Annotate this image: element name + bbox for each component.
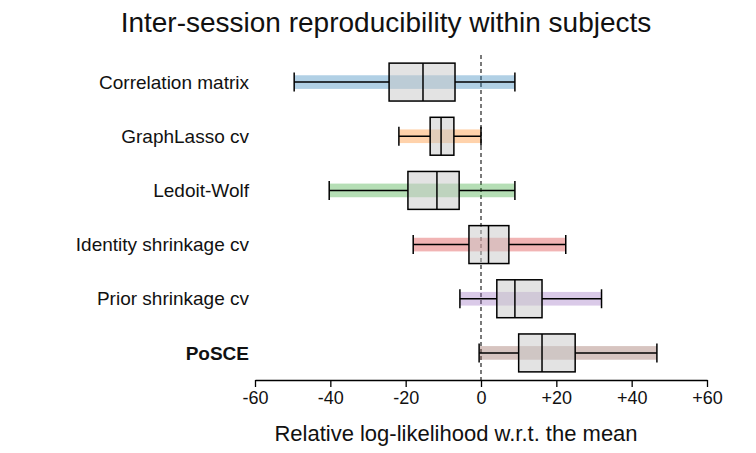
tick-mark — [406, 380, 407, 387]
box — [294, 63, 515, 101]
category-label: GraphLasso cv — [121, 126, 249, 147]
median — [436, 171, 438, 209]
whisker-cap-low — [328, 181, 330, 200]
box-body — [497, 280, 542, 318]
whisker-cap-low — [412, 235, 414, 254]
tick-label: 0 — [476, 388, 486, 408]
title: Inter-session reproducibility within sub… — [121, 7, 652, 38]
tick-mark — [481, 380, 482, 387]
box-body — [389, 63, 455, 101]
tick-mark — [632, 380, 633, 387]
tick-label: +20 — [542, 388, 573, 408]
whisker-high — [459, 190, 515, 192]
whisker-high — [542, 298, 602, 300]
box — [399, 117, 481, 155]
whisker-cap-high — [480, 127, 482, 146]
box-body — [469, 226, 509, 264]
tick-label: -60 — [242, 388, 268, 408]
tick: +40 — [617, 380, 648, 408]
tick: +60 — [692, 380, 723, 408]
tick-mark — [707, 380, 708, 387]
tick-label: +40 — [617, 388, 648, 408]
median — [541, 334, 543, 372]
whisker-cap-low — [293, 73, 295, 92]
whisker-high — [455, 81, 515, 83]
whisker-low — [460, 298, 497, 300]
category-label: Correlation matrix — [99, 72, 249, 93]
tick-label: -40 — [318, 388, 344, 408]
box — [413, 226, 566, 264]
reference-line — [480, 55, 481, 380]
whisker-low — [399, 136, 430, 138]
median — [514, 280, 516, 318]
whisker-low — [329, 190, 408, 192]
whisker-cap-low — [478, 343, 480, 362]
median — [422, 63, 424, 101]
x-axis-title: Relative log-likelihood w.r.t. the mean — [274, 421, 637, 446]
whisker-cap-low — [398, 127, 400, 146]
category-label: Identity shrinkage cv — [76, 234, 250, 255]
box — [479, 334, 657, 372]
whisker-cap-high — [514, 181, 516, 200]
tick-mark — [556, 380, 557, 387]
tick: +20 — [542, 380, 573, 408]
box-body — [408, 171, 459, 209]
median — [488, 226, 490, 264]
tick-mark — [255, 380, 256, 387]
whisker-high — [575, 352, 657, 354]
whisker-cap-high — [565, 235, 567, 254]
category-label: Ledoit-Wolf — [153, 180, 249, 201]
x-axis: -60 -40 -20 0 +20 +40 +60 — [242, 380, 722, 408]
tick-label: -20 — [393, 388, 419, 408]
whisker-low — [413, 244, 469, 246]
category-label: Prior shrinkage cv — [97, 288, 250, 309]
tick: -40 — [318, 380, 344, 408]
category-label: PoSCE — [186, 343, 249, 364]
whisker-high — [454, 136, 481, 138]
tick: 0 — [476, 380, 486, 408]
tick: -60 — [242, 380, 268, 408]
tick-label: +60 — [692, 388, 723, 408]
tick-mark — [330, 380, 331, 387]
whisker-high — [509, 244, 566, 246]
box-body — [430, 117, 454, 155]
whisker-low — [479, 352, 519, 354]
whisker-low — [294, 81, 389, 83]
tick: -20 — [393, 380, 419, 408]
whisker-cap-high — [514, 73, 516, 92]
median — [440, 117, 442, 155]
box — [460, 280, 602, 318]
box — [329, 171, 515, 209]
box-body — [519, 334, 576, 372]
whisker-cap-low — [459, 289, 461, 308]
whisker-cap-high — [601, 289, 603, 308]
whisker-cap-high — [656, 343, 658, 362]
